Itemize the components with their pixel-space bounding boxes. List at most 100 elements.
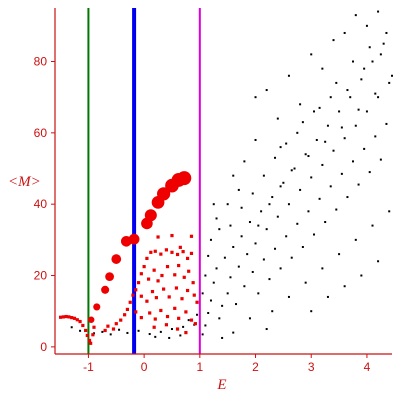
black-point: [237, 188, 240, 191]
black-point: [209, 299, 212, 302]
black-point: [315, 138, 318, 141]
red-small-point: [139, 316, 143, 320]
red-small-point: [189, 251, 194, 256]
red-small-point: [175, 327, 180, 331]
red-small-point: [185, 288, 190, 293]
red-small-point: [64, 314, 68, 319]
red-small-series: [58, 233, 199, 345]
black-point: [388, 81, 391, 84]
black-point: [379, 53, 382, 56]
y-tick-label: 20: [34, 269, 48, 283]
red-small-point: [170, 233, 174, 238]
red-small-point: [160, 273, 164, 278]
black-point: [212, 281, 215, 284]
black-point: [201, 333, 204, 336]
black-point: [287, 74, 290, 77]
red-small-point: [92, 325, 96, 329]
black-point: [257, 292, 260, 295]
black-point: [357, 108, 360, 111]
black-point: [265, 89, 268, 92]
red-large-point: [105, 272, 114, 281]
black-point: [343, 285, 346, 288]
red-large-point: [144, 209, 157, 222]
red-small-point: [165, 265, 170, 269]
black-point: [346, 196, 349, 199]
black-point: [274, 156, 277, 159]
black-point: [304, 153, 307, 156]
black-point: [385, 31, 388, 34]
black-point: [168, 336, 171, 339]
black-point: [262, 258, 265, 261]
black-point: [352, 60, 355, 63]
black-point: [318, 197, 321, 200]
red-small-point: [177, 263, 181, 268]
black-point: [313, 233, 316, 236]
black-point: [307, 210, 310, 213]
black-point: [321, 163, 324, 166]
black-point: [240, 235, 243, 238]
red-small-point: [162, 287, 166, 291]
black-point: [248, 221, 251, 224]
black-point: [290, 169, 293, 172]
red-small-point: [192, 293, 196, 297]
red-small-point: [164, 248, 169, 252]
black-point: [137, 329, 140, 332]
red-small-point: [178, 245, 182, 249]
black-point: [354, 238, 357, 241]
black-point: [335, 81, 338, 84]
black-point: [299, 188, 302, 191]
red-small-point: [149, 250, 153, 254]
black-point: [285, 235, 288, 238]
black-point: [343, 31, 346, 34]
red-small-point: [154, 296, 158, 300]
black-point: [279, 267, 282, 270]
black-point: [182, 325, 185, 328]
red-small-point: [85, 333, 89, 338]
red-small-point: [114, 322, 118, 326]
black-point: [374, 135, 377, 138]
red-small-point: [142, 265, 146, 269]
black-point: [246, 253, 249, 256]
black-point: [279, 185, 282, 188]
red-small-point: [173, 273, 177, 277]
black-point: [274, 247, 277, 250]
black-point: [296, 131, 299, 134]
black-point: [363, 147, 366, 150]
red-small-point: [128, 300, 132, 304]
black-point: [313, 110, 316, 113]
red-small-point: [78, 319, 82, 324]
black-series: [70, 10, 393, 339]
black-point: [254, 96, 257, 99]
black-point: [232, 245, 235, 248]
black-point: [251, 192, 254, 195]
red-small-point: [111, 327, 116, 331]
black-point: [307, 155, 310, 158]
black-point: [212, 203, 215, 206]
red-large-point: [128, 233, 140, 245]
y-tick-label: 40: [34, 197, 48, 211]
red-small-point: [184, 310, 188, 314]
black-point: [382, 42, 385, 45]
black-point: [377, 96, 380, 99]
red-small-point: [153, 249, 157, 253]
y-tick-label: 80: [34, 55, 48, 69]
red-small-point: [165, 314, 170, 319]
black-point: [118, 328, 121, 331]
black-point: [287, 203, 290, 206]
red-small-point: [152, 325, 156, 329]
red-large-point: [87, 316, 95, 323]
black-point: [324, 140, 327, 143]
black-point: [218, 228, 221, 231]
black-point: [209, 238, 212, 241]
red-small-point: [153, 317, 157, 321]
black-point: [221, 336, 224, 339]
red-small-point: [91, 333, 95, 337]
black-point: [201, 292, 204, 295]
black-point: [262, 174, 265, 177]
black-point: [299, 103, 302, 106]
black-point: [243, 285, 246, 288]
red-small-point: [131, 293, 135, 297]
black-point: [357, 183, 360, 186]
black-point: [301, 245, 304, 248]
red-small-point: [184, 330, 188, 335]
